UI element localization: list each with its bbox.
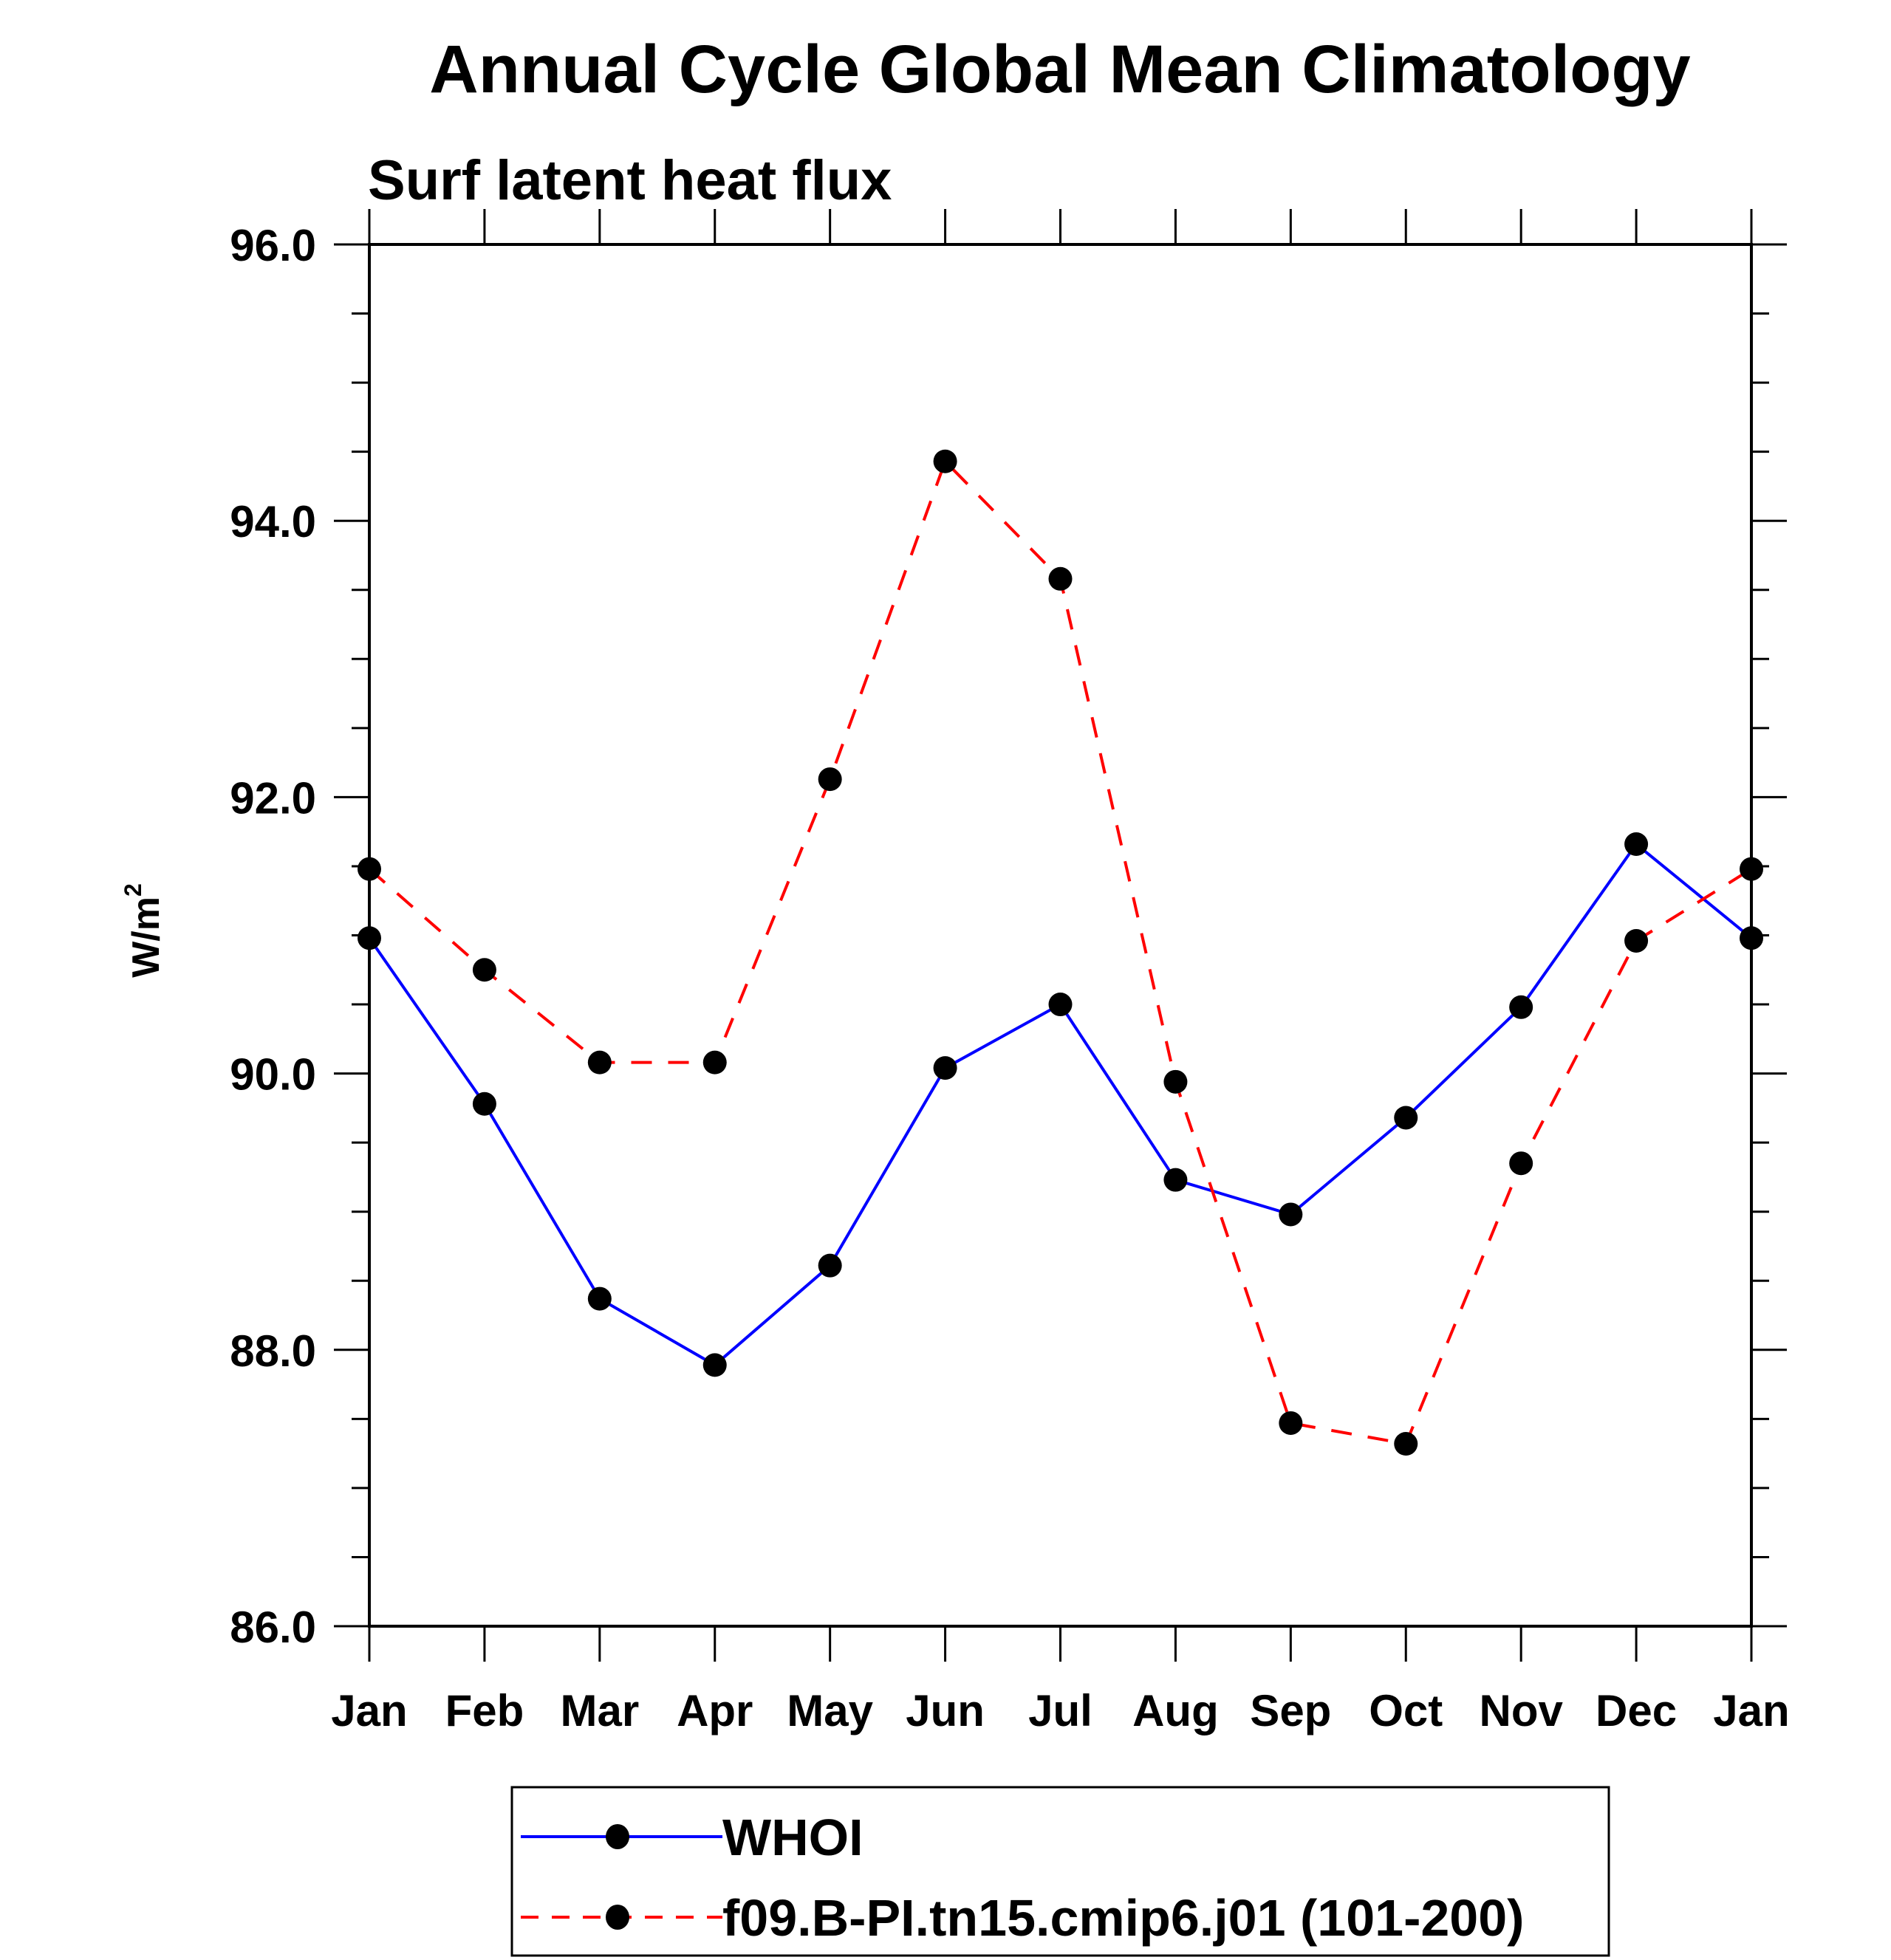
axes: 86.0 88.0 90.0 92.0 94.0 96.0 Jan Feb Mar Apr May J… — [230, 209, 1790, 1735]
x-tick-label: Feb — [445, 1686, 524, 1735]
x-tick-label: May — [787, 1686, 873, 1735]
data-point-series-1 — [1048, 566, 1073, 591]
data-point-series-0 — [1163, 1168, 1188, 1192]
x-tick-label: Aug — [1132, 1686, 1219, 1735]
series-line-0 — [368, 842, 1753, 1367]
y-tick-label: 90.0 — [230, 1050, 316, 1100]
legend: WHOI f09.B-PI.tn15.cmip6.j01 (101-200) — [510, 1786, 1610, 1957]
plot-frame — [368, 243, 1753, 1628]
data-point-series-0 — [1394, 1106, 1418, 1130]
data-point-series-1 — [472, 958, 496, 982]
data-point-series-0 — [1279, 1202, 1303, 1227]
y-axis-label-text: W/m — [125, 897, 168, 978]
x-tick-label: Jan — [331, 1686, 407, 1735]
data-point-series-0 — [1509, 995, 1533, 1019]
y-axis-label: W/m2 — [120, 883, 168, 978]
chart-subtitle: Surf latent heat flux — [368, 149, 892, 212]
data-point-series-0 — [818, 1253, 842, 1278]
data-point-series-1 — [587, 1050, 612, 1075]
series-line-1 — [368, 459, 1753, 1446]
data-point-series-1 — [818, 767, 842, 792]
svg-text:W/m2: W/m2 — [120, 883, 168, 978]
data-point-series-1 — [702, 1050, 727, 1075]
y-tick-label: 86.0 — [230, 1603, 316, 1652]
legend-label-whoi: WHOI — [722, 1809, 864, 1866]
data-point-series-1 — [1163, 1069, 1188, 1094]
data-point-series-0 — [472, 1092, 496, 1116]
y-tick-label: 88.0 — [230, 1326, 316, 1376]
data-point-series-0 — [933, 1056, 957, 1080]
y-tick-label: 94.0 — [230, 497, 316, 546]
x-tick-label: Nov — [1479, 1686, 1563, 1735]
legend-marker-whoi — [606, 1824, 629, 1849]
y-axis-label-superscript: 2 — [120, 883, 146, 897]
legend-label-model: f09.B-PI.tn15.cmip6.j01 (101-200) — [722, 1889, 1524, 1947]
x-tick-label: Dec — [1596, 1686, 1677, 1735]
data-point-series-1 — [1279, 1411, 1303, 1435]
y-tick-label: 92.0 — [230, 773, 316, 823]
data-point-series-0 — [1740, 926, 1763, 950]
chart-title: Annual Cycle Global Mean Climatology — [429, 32, 1690, 107]
y-tick-label: 96.0 — [230, 221, 316, 270]
data-point-series-1 — [1624, 928, 1649, 953]
series-layer — [358, 449, 1763, 1456]
legend-marker-model — [606, 1905, 629, 1930]
x-tick-label: Apr — [677, 1686, 753, 1735]
x-tick-label: Jul — [1028, 1686, 1092, 1735]
data-point-series-0 — [702, 1353, 727, 1377]
data-point-series-0 — [1048, 993, 1073, 1017]
x-tick-label: Jan — [1713, 1686, 1789, 1735]
data-point-series-1 — [1740, 857, 1763, 881]
legend-box — [510, 1786, 1610, 1957]
data-point-series-1 — [1394, 1432, 1418, 1456]
data-point-series-0 — [587, 1286, 612, 1311]
data-point-series-0 — [358, 926, 381, 950]
data-point-series-1 — [1509, 1151, 1533, 1176]
x-tick-label: Mar — [560, 1686, 639, 1735]
data-point-series-1 — [358, 857, 381, 881]
x-tick-label: Jun — [906, 1686, 985, 1735]
x-tick-label: Oct — [1369, 1686, 1443, 1735]
data-point-series-0 — [1624, 832, 1649, 857]
data-point-series-1 — [933, 449, 957, 473]
x-tick-label: Sep — [1250, 1686, 1331, 1735]
